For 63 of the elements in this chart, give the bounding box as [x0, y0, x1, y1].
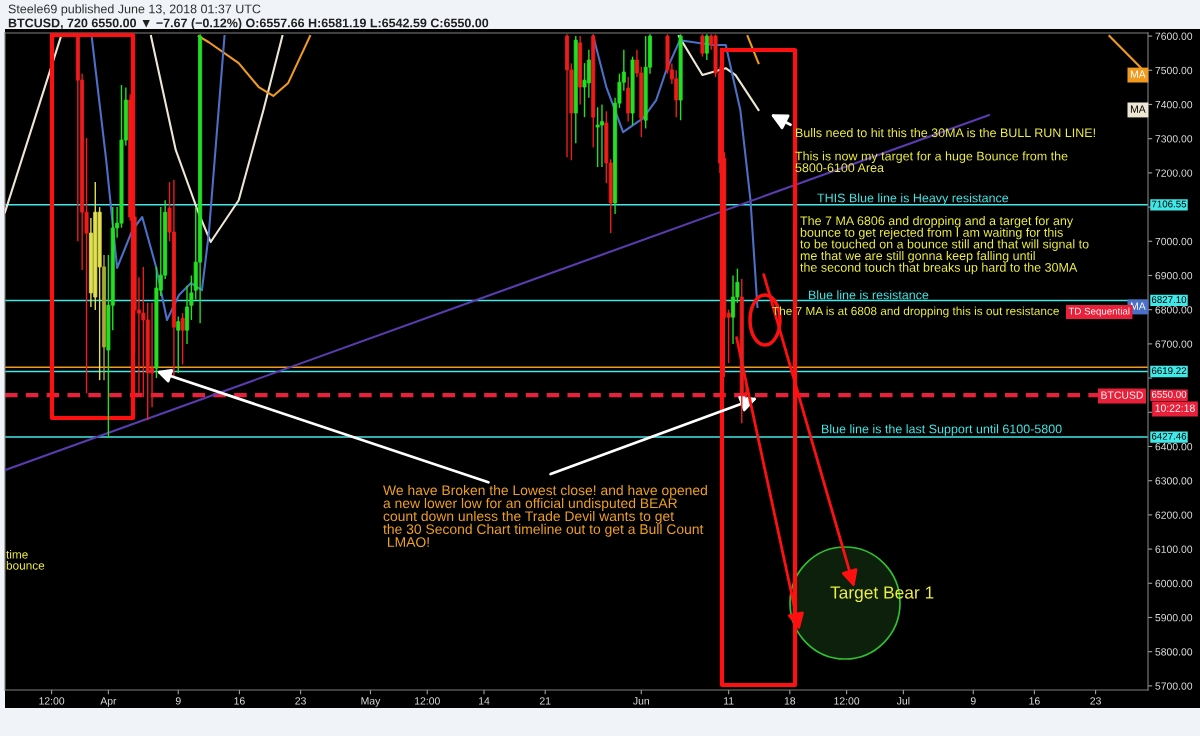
ref-line-label: 6827.10	[1151, 296, 1187, 304]
annotation: Blue line is the last Support until 6100-5800	[822, 424, 1062, 436]
y-tick-label: 6000.00	[1155, 579, 1193, 588]
x-tick-label: 11	[724, 697, 734, 705]
ref-line-label: 6619.22	[1151, 367, 1187, 375]
y-tick-label: 7400.00	[1155, 100, 1193, 109]
line-series	[90, 35, 226, 321]
y-tick-label: 6800.00	[1155, 306, 1193, 314]
x-tick-label: 23	[1090, 697, 1101, 705]
y-tick-label: 5900.00	[1155, 613, 1193, 622]
x-tick-label: 12:00	[834, 697, 860, 705]
chart-subtitle: BTCUSD, 720 6550.00 ▼ −7.67 (−0.12%) O:6557.66 H:6581.19 L:6542.59 C:6550.00	[8, 18, 489, 30]
x-tick-label: 23	[295, 697, 306, 705]
series-label: MA	[1130, 70, 1146, 78]
x-tick-label: 12:00	[39, 697, 65, 705]
annotation: BTCUSD	[1101, 391, 1143, 399]
y-tick-label: 7200.00	[1155, 169, 1193, 177]
x-tick-label: 21	[539, 697, 551, 705]
line-series	[149, 35, 284, 244]
line-series	[197, 35, 312, 97]
ref-line-label: 6550.00	[1151, 390, 1187, 398]
candlestick	[176, 315, 181, 374]
candlestick	[731, 274, 736, 345]
x-tick-label: 14	[479, 697, 490, 705]
annotation: TD Sequential	[1068, 307, 1130, 317]
y-tick-label: 7600.00	[1155, 32, 1193, 40]
x-tick-label: 18	[784, 697, 796, 705]
y-tick-label: 6400.00	[1155, 442, 1193, 451]
text: MA	[1130, 105, 1146, 113]
annotation: Blue line is resistance	[809, 290, 929, 300]
y-tick-label: 6100.00	[1155, 545, 1193, 553]
candlestick	[704, 33, 709, 61]
candlestick	[700, 33, 705, 58]
y-tick-label: 7300.00	[1155, 135, 1193, 143]
annotation: The 7 MA 6806 and dropping and a target for any bounce to get rejected from I am waiting for this to be touched on a bounce still and that will signal to me that we are still gonna keep falling until the second touch that breaks up hard to the 30MA	[800, 216, 1089, 275]
candlestick	[180, 312, 185, 366]
candlestick	[595, 106, 600, 168]
x-tick-label: Apr	[100, 697, 117, 707]
text: 10:22:18	[1155, 404, 1195, 412]
x-tick-label: 9	[175, 697, 181, 705]
x-tick-label: Jul	[896, 696, 910, 705]
y-tick-label: 6300.00	[1155, 477, 1193, 485]
y-tick-label: 5700.00	[1155, 682, 1193, 690]
y-tick-label: 6700.00	[1155, 340, 1193, 348]
x-tick-label: May	[361, 697, 381, 707]
x-tick-label: 12:00	[415, 697, 440, 705]
y-tick-label: 6200.00	[1155, 511, 1193, 519]
x-tick-label: 16	[1029, 697, 1040, 705]
y-tick-label: 5800.00	[1155, 648, 1193, 656]
ref-line-label: 6427.46	[1151, 432, 1187, 440]
y-tick-label: 7500.00	[1155, 66, 1193, 75]
x-tick-label: Jun	[633, 697, 650, 705]
x-tick-label: 16	[234, 697, 245, 705]
candlestick	[586, 49, 591, 99]
y-tick-label: 7000.00	[1155, 237, 1193, 246]
annotation: We have Broken the Lowest close! and have opened a new lower low for an official undisputed BEAR count down unless the Trade Devil wants to get the 30 Second Chart timeline out to get a Bull Count LMAO!	[383, 485, 707, 547]
x-tick-label: 9	[970, 697, 976, 705]
annotation: time bounce	[6, 550, 45, 570]
chart-title: Steele69 published June 13, 2018 01:37 UTC	[8, 4, 261, 16]
candlestick	[599, 103, 604, 168]
annotation: THIS Blue line is Heavy resistance	[817, 193, 1009, 205]
y-tick-label: 6900.00	[1155, 271, 1193, 280]
ref-line-label: 7106.55	[1151, 200, 1187, 208]
